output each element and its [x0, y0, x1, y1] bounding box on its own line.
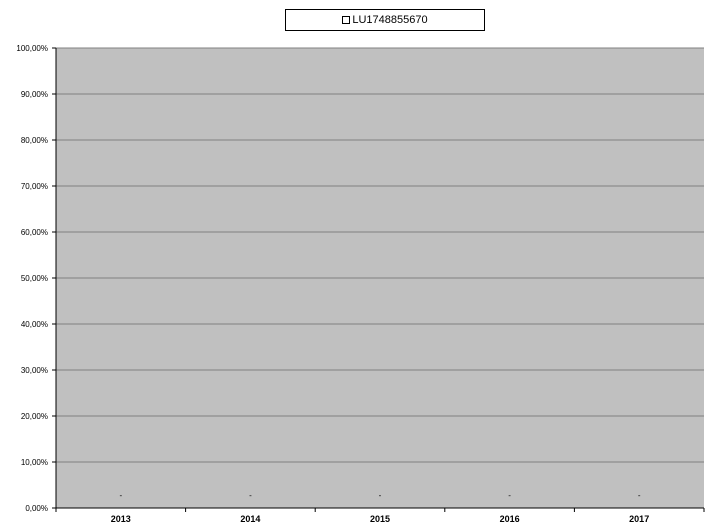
y-tick-label: 60,00%: [21, 228, 48, 237]
gridlines: [56, 47, 704, 463]
x-tick-label: 2013: [111, 514, 131, 524]
legend-series-name: LU1748855670: [352, 14, 428, 26]
y-tick-label: 50,00%: [21, 274, 48, 283]
y-tick-label: 0,00%: [25, 504, 48, 513]
y-tick-label: 80,00%: [21, 136, 48, 145]
y-tick-label: 40,00%: [21, 320, 48, 329]
data-label: -: [119, 491, 122, 500]
data-label: -: [249, 491, 252, 500]
x-tick-label: 2015: [370, 514, 390, 524]
x-axis-ticks: 2013 2014 2015 2016 2017: [55, 508, 705, 524]
x-tick-label: 2016: [500, 514, 520, 524]
y-tick-label: 90,00%: [21, 90, 48, 99]
data-labels: -----: [119, 491, 640, 500]
data-label: -: [638, 491, 641, 500]
y-tick-label: 20,00%: [21, 412, 48, 421]
legend-swatch: [342, 16, 351, 24]
y-axis-ticks: 0,00% 10,00% 20,00% 30,00% 40,00% 50,00% 60,00…: [16, 44, 56, 513]
y-tick-label: 30,00%: [21, 366, 48, 375]
y-tick-label: 70,00%: [21, 182, 48, 191]
y-tick-label: 100,00%: [16, 44, 48, 53]
x-tick-label: 2017: [629, 514, 649, 524]
data-label: -: [379, 491, 382, 500]
chart-legend: LU1748855670: [285, 9, 485, 31]
data-label: -: [508, 491, 511, 500]
x-tick-label: 2014: [240, 514, 260, 524]
y-tick-label: 10,00%: [21, 458, 48, 467]
